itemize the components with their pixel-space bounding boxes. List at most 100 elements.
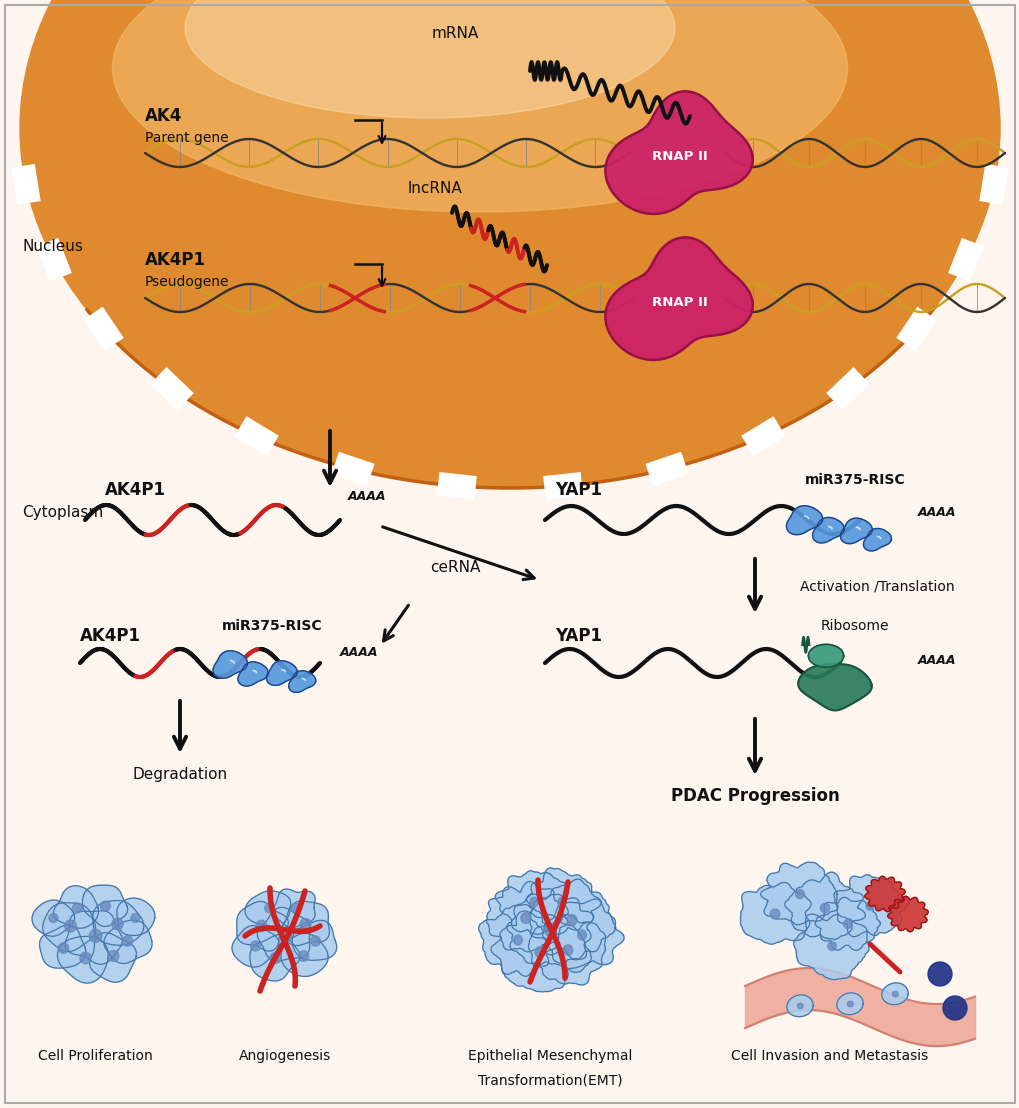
Text: miR375-RISC: miR375-RISC (221, 619, 322, 633)
Text: AK4P1: AK4P1 (105, 481, 166, 499)
Text: AAAA: AAAA (917, 654, 956, 667)
Polygon shape (605, 237, 752, 360)
Ellipse shape (58, 943, 68, 953)
Ellipse shape (90, 930, 102, 943)
Ellipse shape (843, 920, 852, 929)
Polygon shape (213, 650, 248, 678)
Ellipse shape (567, 914, 577, 925)
Polygon shape (37, 239, 70, 280)
Polygon shape (826, 368, 868, 409)
Text: Transformation(EMT): Transformation(EMT) (477, 1073, 622, 1087)
Text: Angiogenesis: Angiogenesis (238, 1049, 331, 1063)
Ellipse shape (184, 0, 675, 117)
Text: ceRNA: ceRNA (429, 561, 480, 575)
Polygon shape (116, 899, 155, 935)
Polygon shape (12, 165, 40, 204)
Ellipse shape (122, 936, 132, 946)
Text: Activation /Translation: Activation /Translation (799, 579, 954, 593)
Ellipse shape (819, 903, 828, 913)
Text: Nucleus: Nucleus (22, 238, 83, 254)
Polygon shape (85, 308, 122, 350)
Ellipse shape (769, 909, 780, 919)
Polygon shape (784, 872, 864, 940)
Text: Cytoplasm: Cytoplasm (22, 505, 103, 521)
Polygon shape (57, 936, 108, 983)
Polygon shape (529, 879, 615, 960)
Polygon shape (281, 901, 329, 945)
Text: AAAA: AAAA (339, 646, 378, 658)
Text: Cell Proliferation: Cell Proliferation (38, 1049, 152, 1063)
Ellipse shape (529, 897, 538, 906)
Polygon shape (543, 473, 582, 499)
Ellipse shape (300, 919, 311, 930)
Ellipse shape (112, 0, 847, 212)
Text: RNAP II: RNAP II (651, 150, 707, 163)
Polygon shape (266, 660, 297, 686)
Circle shape (943, 996, 966, 1020)
Text: lncRNA: lncRNA (408, 181, 462, 195)
Polygon shape (897, 308, 934, 350)
Ellipse shape (535, 946, 544, 957)
Polygon shape (40, 925, 86, 968)
Text: AAAA: AAAA (917, 505, 956, 519)
Polygon shape (526, 868, 600, 934)
Polygon shape (104, 920, 152, 964)
Ellipse shape (130, 913, 140, 923)
Polygon shape (83, 885, 127, 926)
Ellipse shape (562, 945, 573, 955)
Ellipse shape (797, 1003, 802, 1008)
Polygon shape (740, 882, 810, 944)
Ellipse shape (310, 936, 320, 946)
Polygon shape (332, 453, 373, 485)
Ellipse shape (72, 903, 83, 913)
Text: AAAA: AAAA (347, 490, 386, 503)
Polygon shape (437, 473, 476, 499)
Polygon shape (486, 882, 568, 952)
Ellipse shape (298, 951, 309, 962)
Ellipse shape (270, 953, 280, 964)
Text: PDAC Progression: PDAC Progression (669, 787, 839, 806)
Text: miR375-RISC: miR375-RISC (804, 473, 905, 488)
Polygon shape (742, 418, 784, 454)
Text: Epithelial Mesenchymal: Epithelial Mesenchymal (468, 1049, 632, 1063)
Polygon shape (250, 935, 300, 981)
Ellipse shape (112, 919, 123, 930)
Polygon shape (786, 995, 812, 1017)
Polygon shape (257, 907, 310, 961)
Polygon shape (151, 368, 193, 409)
Polygon shape (288, 670, 316, 692)
Ellipse shape (265, 903, 274, 913)
Polygon shape (605, 91, 752, 214)
Text: Cell Invasion and Metastasis: Cell Invasion and Metastasis (731, 1049, 927, 1063)
Polygon shape (760, 862, 838, 925)
Polygon shape (786, 505, 821, 535)
Polygon shape (542, 899, 624, 973)
Polygon shape (887, 896, 927, 932)
Text: Pseudogene: Pseudogene (145, 275, 229, 289)
Ellipse shape (795, 890, 804, 899)
Ellipse shape (514, 935, 522, 945)
Ellipse shape (79, 952, 91, 964)
Ellipse shape (577, 930, 586, 940)
Text: AK4: AK4 (145, 107, 182, 125)
Ellipse shape (827, 942, 836, 951)
Polygon shape (90, 933, 137, 982)
Ellipse shape (521, 913, 531, 923)
Polygon shape (231, 925, 279, 967)
Polygon shape (814, 897, 879, 951)
Polygon shape (863, 529, 891, 551)
Polygon shape (236, 902, 288, 951)
Ellipse shape (101, 901, 110, 911)
Ellipse shape (557, 897, 566, 906)
Polygon shape (43, 903, 96, 952)
Polygon shape (646, 453, 687, 485)
Polygon shape (54, 885, 99, 929)
Polygon shape (495, 871, 569, 934)
Polygon shape (65, 911, 122, 964)
Text: AK4P1: AK4P1 (79, 627, 141, 645)
Ellipse shape (290, 903, 300, 913)
Polygon shape (864, 876, 904, 912)
Polygon shape (808, 645, 843, 667)
Ellipse shape (108, 951, 119, 962)
Polygon shape (836, 993, 862, 1015)
